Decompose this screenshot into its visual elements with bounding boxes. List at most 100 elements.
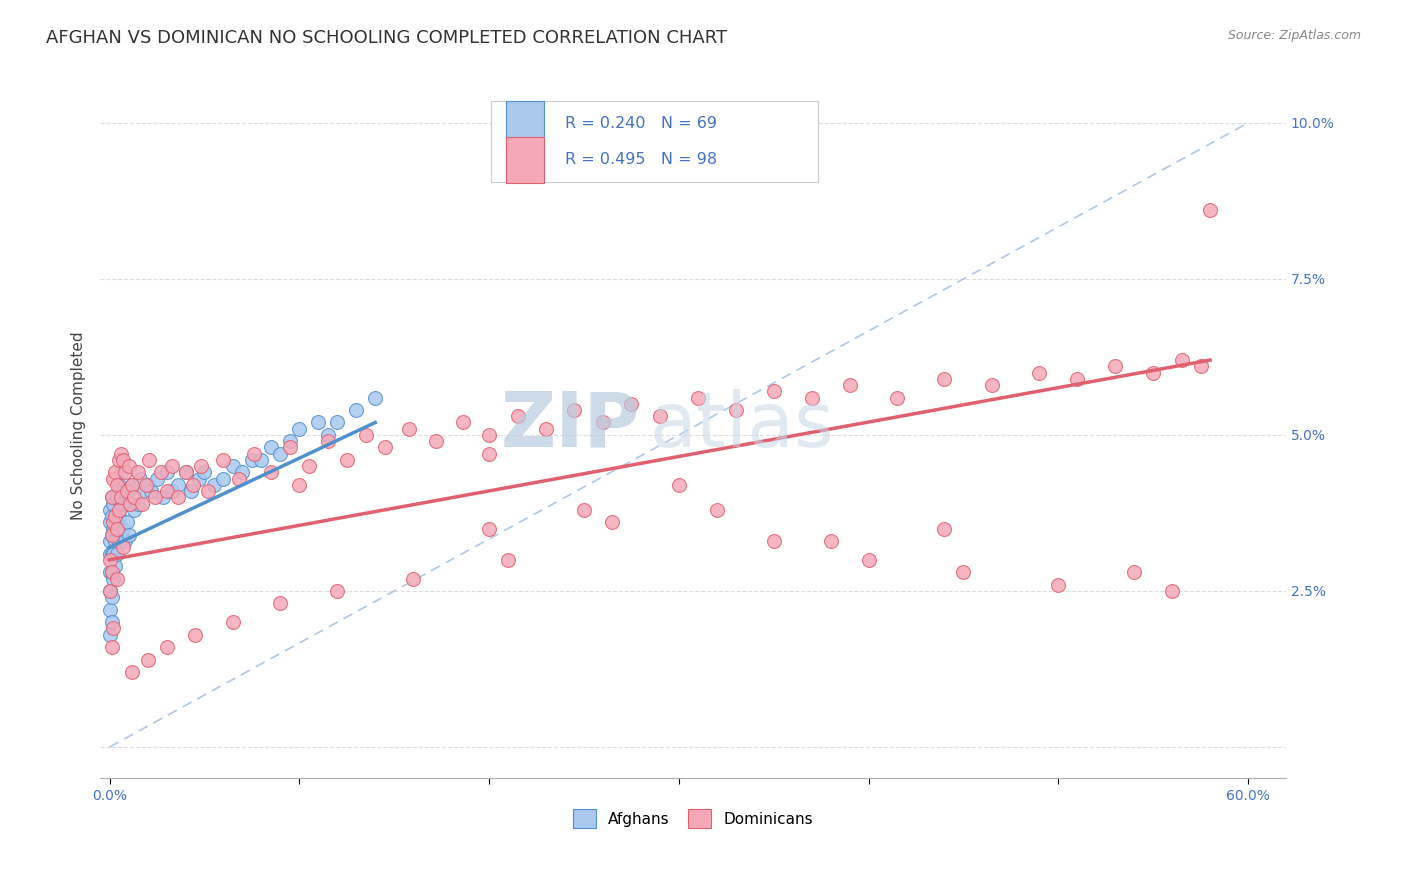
- Point: [103, 472, 125, 486]
- Point: [146, 472, 169, 486]
- Point: [228, 472, 250, 486]
- Point: [132, 484, 155, 499]
- Point: [103, 572, 125, 586]
- Point: [425, 434, 447, 449]
- Point: [100, 615, 122, 630]
- Point: [114, 497, 136, 511]
- Point: [326, 416, 349, 430]
- Point: [110, 466, 132, 480]
- Point: [344, 403, 367, 417]
- Point: [103, 516, 125, 530]
- Point: [222, 615, 245, 630]
- Point: [167, 491, 190, 505]
- Point: [135, 478, 157, 492]
- Point: [451, 416, 474, 430]
- Point: [127, 466, 149, 480]
- Point: [496, 553, 519, 567]
- Point: [398, 422, 420, 436]
- Point: [98, 628, 121, 642]
- Point: [686, 391, 709, 405]
- Point: [858, 553, 880, 567]
- Point: [160, 484, 183, 499]
- Point: [120, 497, 142, 511]
- Point: [668, 478, 690, 492]
- Point: [1066, 372, 1088, 386]
- Point: [240, 453, 263, 467]
- Point: [131, 497, 153, 511]
- Point: [110, 491, 132, 505]
- Point: [124, 503, 146, 517]
- Point: [104, 509, 127, 524]
- Point: [269, 597, 291, 611]
- Point: [952, 566, 974, 580]
- Point: [800, 391, 823, 405]
- Point: [100, 640, 122, 655]
- Point: [98, 584, 121, 599]
- Point: [260, 466, 283, 480]
- Point: [136, 478, 159, 492]
- Point: [98, 503, 121, 517]
- Point: [111, 522, 134, 536]
- Point: [354, 428, 377, 442]
- Point: [838, 378, 860, 392]
- Point: [288, 478, 311, 492]
- Point: [602, 516, 624, 530]
- Point: [103, 497, 125, 511]
- Point: [100, 547, 122, 561]
- Point: [127, 497, 149, 511]
- Point: [278, 434, 301, 449]
- Point: [181, 478, 204, 492]
- Point: [1123, 566, 1146, 580]
- Point: [1161, 584, 1184, 599]
- Point: [564, 403, 586, 417]
- Point: [105, 478, 128, 492]
- Text: Source: ZipAtlas.com: Source: ZipAtlas.com: [1227, 29, 1361, 42]
- Point: [1189, 359, 1212, 374]
- Point: [105, 491, 128, 505]
- Point: [108, 534, 131, 549]
- Point: [108, 509, 131, 524]
- Point: [105, 572, 128, 586]
- Point: [100, 491, 122, 505]
- Point: [190, 459, 212, 474]
- Point: [278, 441, 301, 455]
- Point: [141, 484, 163, 499]
- Point: [111, 484, 134, 499]
- Point: [202, 478, 225, 492]
- Point: [374, 441, 396, 455]
- Point: [572, 503, 595, 517]
- Point: [100, 566, 122, 580]
- Point: [100, 491, 122, 505]
- Legend: Afghans, Dominicans: Afghans, Dominicans: [567, 803, 820, 834]
- Point: [136, 653, 159, 667]
- Point: [1047, 578, 1070, 592]
- Point: [111, 453, 134, 467]
- Point: [104, 534, 127, 549]
- Point: [402, 572, 425, 586]
- Point: [108, 478, 131, 492]
- Point: [980, 378, 1002, 392]
- Point: [100, 509, 122, 524]
- Point: [115, 484, 138, 499]
- Point: [478, 447, 501, 461]
- Point: [212, 453, 235, 467]
- Point: [155, 484, 177, 499]
- Point: [506, 409, 529, 424]
- Point: [364, 391, 387, 405]
- Point: [478, 428, 501, 442]
- Point: [129, 472, 152, 486]
- Point: [316, 428, 339, 442]
- Point: [478, 522, 501, 536]
- Point: [1142, 366, 1164, 380]
- Text: AFGHAN VS DOMINICAN NO SCHOOLING COMPLETED CORRELATION CHART: AFGHAN VS DOMINICAN NO SCHOOLING COMPLET…: [46, 29, 727, 46]
- Point: [103, 622, 125, 636]
- Point: [934, 372, 956, 386]
- Point: [143, 491, 166, 505]
- Point: [298, 459, 321, 474]
- Point: [1199, 203, 1222, 218]
- Point: [1028, 366, 1050, 380]
- Point: [212, 472, 235, 486]
- Point: [167, 478, 190, 492]
- Point: [592, 416, 614, 430]
- Point: [121, 478, 143, 492]
